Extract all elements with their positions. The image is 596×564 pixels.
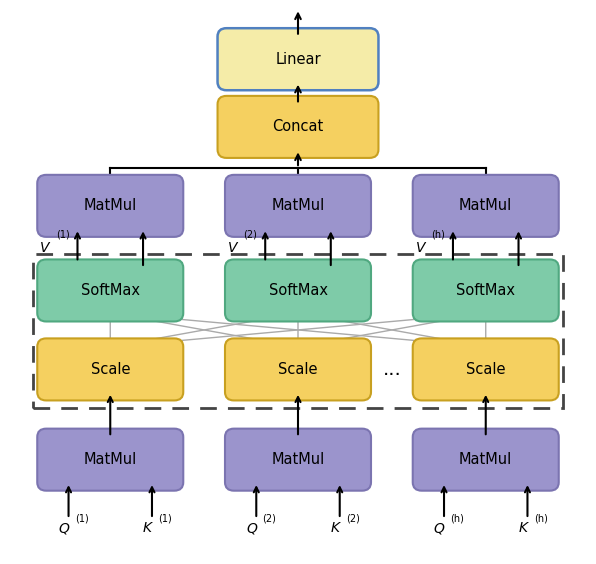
Text: Q: Q bbox=[246, 522, 257, 535]
Text: MatMul: MatMul bbox=[459, 452, 513, 467]
Text: MatMul: MatMul bbox=[83, 452, 137, 467]
FancyBboxPatch shape bbox=[37, 429, 184, 491]
Text: (h): (h) bbox=[450, 514, 464, 524]
Text: ...: ... bbox=[383, 360, 401, 379]
FancyBboxPatch shape bbox=[412, 259, 558, 321]
Text: V: V bbox=[40, 241, 49, 255]
Text: Scale: Scale bbox=[466, 362, 505, 377]
Text: (2): (2) bbox=[243, 229, 257, 239]
Text: MatMul: MatMul bbox=[459, 199, 513, 213]
Text: (h): (h) bbox=[533, 514, 548, 524]
Text: (2): (2) bbox=[262, 514, 277, 524]
Text: V: V bbox=[415, 241, 425, 255]
FancyBboxPatch shape bbox=[218, 96, 378, 158]
Text: Linear: Linear bbox=[275, 52, 321, 67]
FancyBboxPatch shape bbox=[225, 175, 371, 237]
Text: K: K bbox=[518, 522, 527, 535]
Text: Q: Q bbox=[58, 522, 69, 535]
Text: Q: Q bbox=[434, 522, 445, 535]
FancyBboxPatch shape bbox=[412, 429, 558, 491]
Text: (2): (2) bbox=[346, 514, 360, 524]
Text: K: K bbox=[142, 522, 152, 535]
Text: (1): (1) bbox=[158, 514, 172, 524]
FancyBboxPatch shape bbox=[37, 338, 184, 400]
Text: SoftMax: SoftMax bbox=[81, 283, 139, 298]
FancyBboxPatch shape bbox=[37, 259, 184, 321]
Text: Concat: Concat bbox=[272, 120, 324, 134]
Text: MatMul: MatMul bbox=[271, 199, 325, 213]
Text: (1): (1) bbox=[55, 229, 70, 239]
Text: (1): (1) bbox=[74, 514, 89, 524]
Text: Scale: Scale bbox=[91, 362, 130, 377]
FancyBboxPatch shape bbox=[412, 338, 558, 400]
Text: (h): (h) bbox=[431, 229, 445, 239]
Text: SoftMax: SoftMax bbox=[269, 283, 327, 298]
FancyBboxPatch shape bbox=[412, 175, 558, 237]
Text: V: V bbox=[228, 241, 237, 255]
FancyBboxPatch shape bbox=[225, 338, 371, 400]
Text: MatMul: MatMul bbox=[83, 199, 137, 213]
Text: Scale: Scale bbox=[278, 362, 318, 377]
FancyBboxPatch shape bbox=[225, 429, 371, 491]
FancyBboxPatch shape bbox=[225, 259, 371, 321]
Text: K: K bbox=[330, 522, 340, 535]
FancyBboxPatch shape bbox=[218, 28, 378, 90]
FancyBboxPatch shape bbox=[37, 175, 184, 237]
Text: SoftMax: SoftMax bbox=[457, 283, 515, 298]
Text: MatMul: MatMul bbox=[271, 452, 325, 467]
